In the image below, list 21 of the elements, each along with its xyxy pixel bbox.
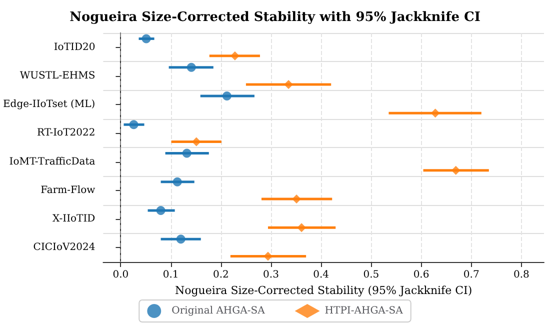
x-tick-label: 0.0: [112, 270, 129, 280]
chart-title: Nogueira Size-Corrected Stability with 95% Jackknife CI: [70, 10, 480, 25]
x-tick-label: 0.7: [463, 270, 480, 280]
x-tick-label: 0.4: [313, 270, 330, 280]
y-tick-label: X-IIoTID: [52, 214, 96, 225]
y-tick-label: WUSTL-EHMS: [20, 70, 96, 82]
x-tick-label: 0.8: [514, 270, 530, 280]
x-axis-title: Nogueira Size-Corrected Stability (95% Jackknife CI): [175, 284, 472, 297]
legend-label: HTPI-AHGA-SA: [324, 306, 404, 316]
y-tick-label: Edge-IIoTset (ML): [2, 99, 96, 110]
x-tick-label: 0.2: [212, 270, 229, 280]
legend-label: Original AHGA-SA: [172, 306, 266, 316]
y-tick-label: RT-IoT2022: [36, 128, 96, 139]
y-tick-label: Farm-Flow: [40, 184, 96, 196]
y-tick-label: CICIoV2024: [33, 242, 96, 254]
y-tick-label: IoTID20: [54, 42, 96, 53]
x-tick-label: 0.3: [263, 270, 279, 280]
x-tick-label: 0.6: [413, 270, 430, 280]
x-tick-label: 0.1: [162, 270, 179, 280]
x-tick-label: 0.5: [363, 270, 380, 280]
y-tick-label: IoMT-TrafficData: [9, 156, 96, 168]
